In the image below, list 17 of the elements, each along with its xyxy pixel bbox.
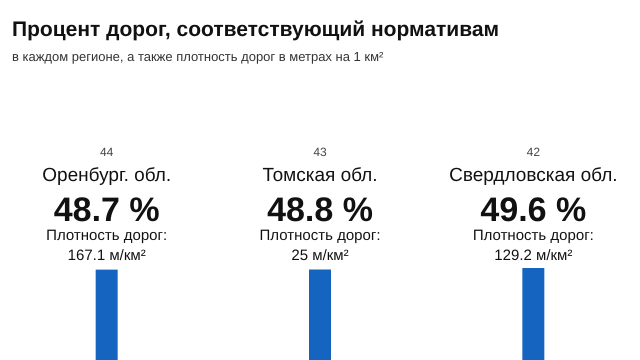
text: Плотность дорог:	[46, 227, 168, 244]
data-label: 48.7 %	[54, 191, 160, 229]
text: 129.2 м/км²	[494, 247, 572, 264]
chart-title: Процент дорог, соответствующий нормативам	[12, 18, 500, 41]
x-tick-label: Свердловская обл.	[449, 165, 618, 186]
text: 44	[100, 145, 114, 159]
text: 42	[526, 145, 540, 159]
x-tick-label: Томская обл.	[262, 165, 378, 186]
text: Плотность дорог:	[472, 227, 594, 244]
text: Плотность дорог:	[260, 227, 380, 244]
data-label: 49.6 %	[480, 191, 586, 229]
text: 43	[313, 145, 327, 159]
text: 25 м/км²	[291, 247, 349, 264]
chart-subtitle: в каждом регионе, а также плотность дорог в метрах на 1 км²	[12, 49, 384, 64]
x-tick-label: Оренбург. обл.	[42, 165, 172, 186]
data-label: 48.8 %	[267, 191, 373, 229]
text: 167.1 м/км²	[68, 247, 146, 264]
